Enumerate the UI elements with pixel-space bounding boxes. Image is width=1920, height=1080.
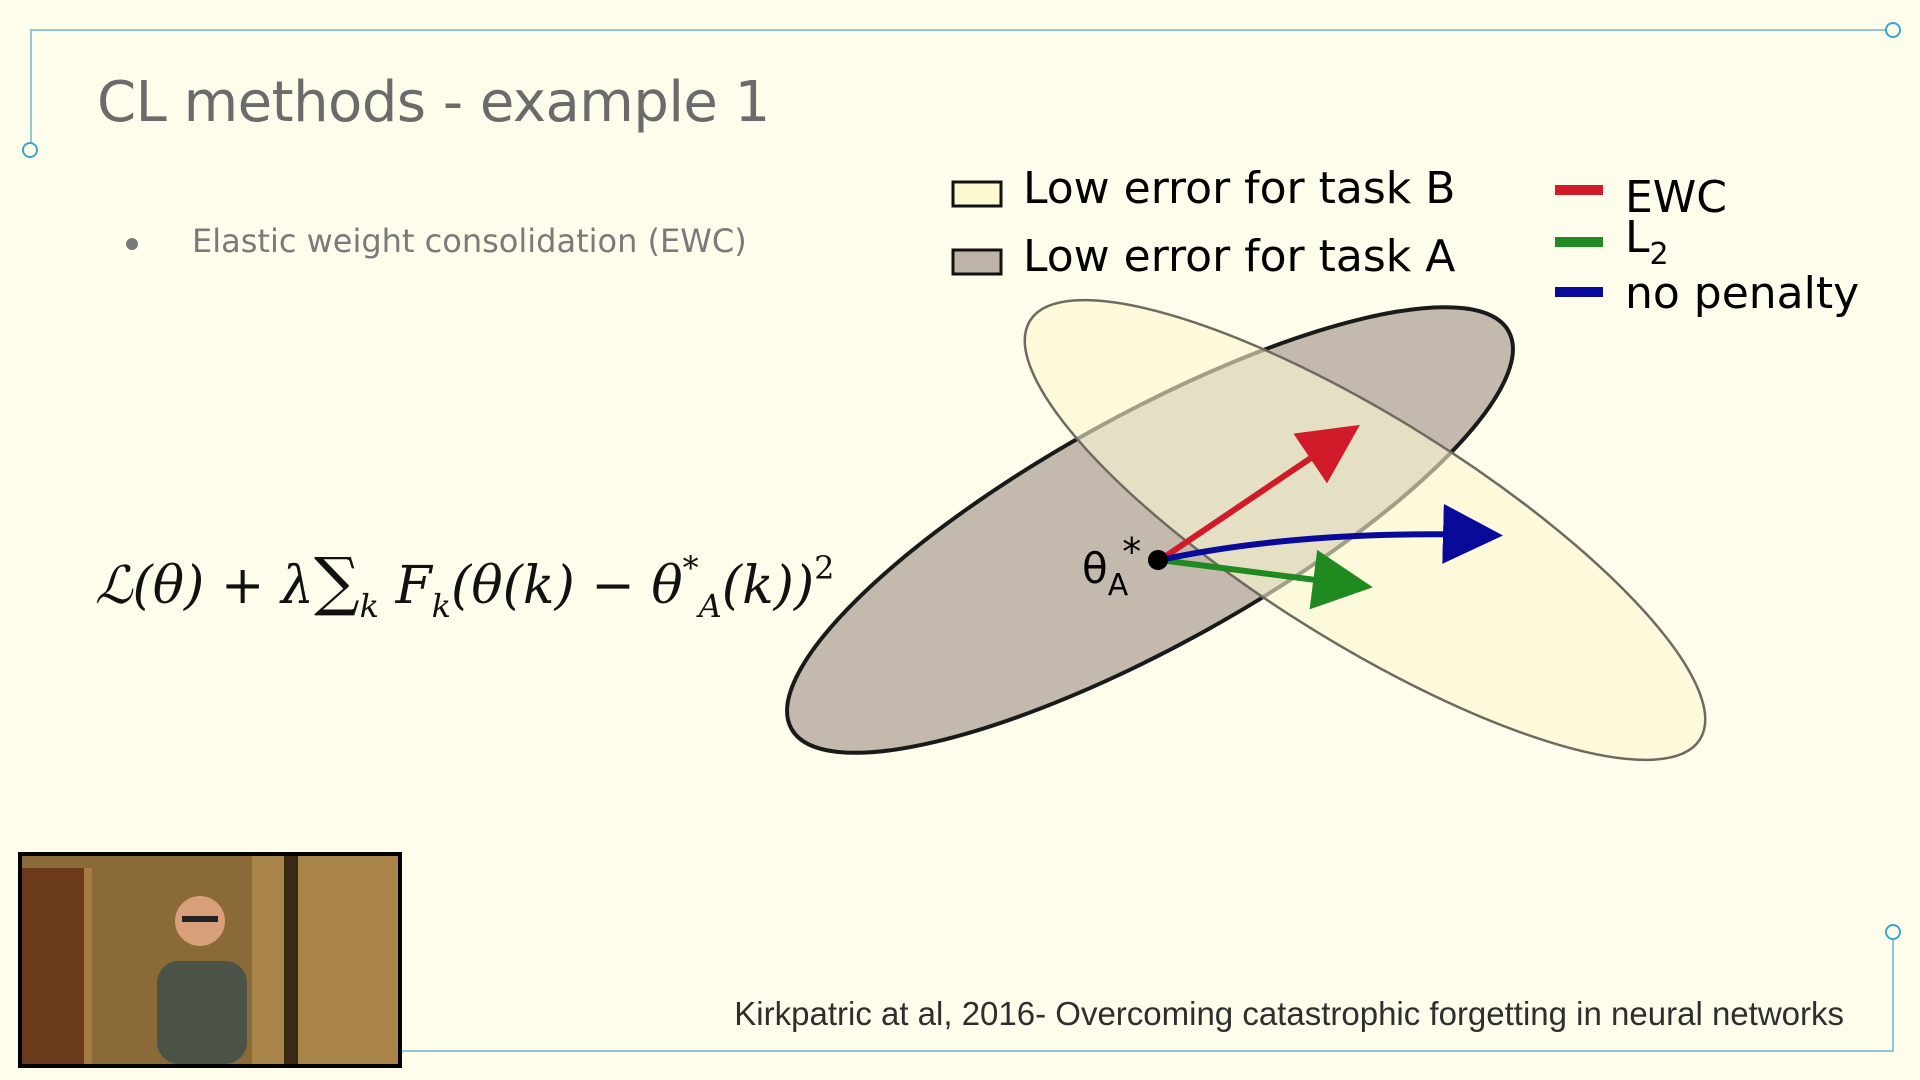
legend-label-l2: L2 [1625,212,1669,272]
slide-title: CL methods - example 1 [97,70,770,135]
formula-f-sub: k [431,587,452,625]
presenter-video-icon [22,856,398,1064]
theta-a-point [1148,550,1168,570]
legend-label-ewc: EWC [1625,172,1727,223]
arrow-no-penalty [1159,503,1503,564]
legend-swatch-task-a [951,248,1003,276]
legend-l2-sub: 2 [1650,237,1669,272]
ewc-diagram: Low error for task B Low error for task … [785,163,1859,762]
theta-a-sup: * [1122,530,1141,574]
theta-a-label: θA* [1082,530,1141,603]
formula-loss: ℒ(θ) [95,556,205,616]
arrow-ewc [1158,424,1360,563]
formula-sum: ∑ [313,545,360,619]
legend-line-no-penalty [1555,287,1603,297]
legend-label-task-a: Low error for task A [1023,231,1455,282]
video-doorway [284,856,298,1064]
legend-line-ewc [1555,185,1603,195]
video-door [22,868,84,1064]
formula-sum-sub: k [359,587,380,625]
video-light-wall [252,856,398,1064]
formula-theta-sub: A [698,587,722,625]
formula-plus: + [220,556,265,616]
legend-swatch-task-b [951,180,1003,208]
ewc-loss-formula: ℒ(θ) + λ∑k Fk(θ(k) − θ*A(k))2 [95,545,835,625]
video-door-frame [84,868,92,1064]
bullet-dot-icon [126,238,138,250]
video-person-body [157,961,247,1064]
bullet-list: Elastic weight consolidation (EWC) [120,222,747,260]
presenter-video[interactable] [18,852,402,1068]
legend-line-l2 [1555,237,1603,247]
theta-a-sub: A [1108,568,1129,603]
frame-top-line [30,29,1894,31]
bullet-text: Elastic weight consolidation (EWC) [192,222,747,260]
frame-right-line [1892,930,1894,1050]
resize-handle-bottom-right[interactable] [1885,924,1901,940]
legend-l2-main: L [1625,212,1650,263]
formula-theta-sup: * [682,549,699,587]
formula-inner: (θ(k) − θ [451,556,683,616]
video-person-glasses [182,916,218,922]
legend-label-task-b: Low error for task B [1023,163,1455,214]
formula-lambda: λ [280,556,314,616]
resize-handle-left[interactable] [22,142,38,158]
legend-label-no-penalty: no penalty [1625,268,1859,319]
citation: Kirkpatric at al, 2016- Overcoming catas… [734,995,1844,1032]
frame-left-line [30,29,32,151]
formula-tail: (k)) [721,556,815,616]
formula-power: 2 [814,549,835,587]
formula-f: F [395,556,432,616]
bullet-item: Elastic weight consolidation (EWC) [120,222,747,260]
frame-bottom-line [400,1050,1894,1052]
theta-a-symbol: θ [1082,544,1108,593]
resize-handle-top-right[interactable] [1885,22,1901,38]
task-b-region [1023,298,1707,762]
arrow-l2 [1159,549,1373,610]
